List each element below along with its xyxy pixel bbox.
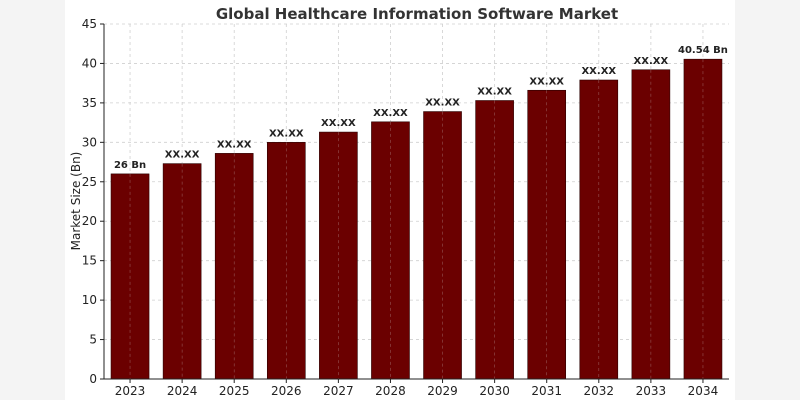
x-ticks: 2023 2024 2025 2026 2027 2028 2029 2030 2031 2032… — [115, 379, 718, 398]
data-label: XX.XX — [165, 150, 200, 161]
y-tick-label: 35 — [82, 96, 97, 110]
x-tick-label: 2028 — [375, 384, 406, 398]
y-tick-label: 40 — [82, 56, 97, 70]
x-tick-label: 2033 — [636, 384, 667, 398]
y-tick-label: 0 — [89, 372, 97, 386]
y-tick-label: 30 — [82, 135, 97, 149]
chart-title: Global Healthcare Information Software M… — [216, 5, 618, 23]
y-tick-label: 45 — [82, 17, 97, 31]
data-label: XX.XX — [477, 87, 512, 98]
y-ticks: 0 5 10 15 20 25 30 35 40 45 — [82, 17, 104, 386]
data-label: XX.XX — [269, 128, 304, 139]
y-axis-label: Market Size (Bn) — [69, 152, 83, 251]
data-label: 40.54 Bn — [678, 45, 728, 56]
bar — [214, 153, 254, 380]
y-tick-label: 15 — [82, 254, 97, 268]
y-tick-label: 20 — [82, 214, 97, 228]
x-tick-label: 2024 — [167, 384, 198, 398]
data-labels: 26 Bn XX.XX XX.XX XX.XX XX.XX XX.XX XX.XX XX.XX… — [114, 45, 728, 171]
x-tick-label: 2032 — [584, 384, 615, 398]
data-label: XX.XX — [529, 76, 564, 87]
y-tick-label: 5 — [89, 333, 97, 347]
bar — [266, 142, 306, 380]
y-tick-label: 10 — [82, 293, 97, 307]
x-tick-label: 2030 — [479, 384, 510, 398]
x-tick-label: 2025 — [219, 384, 250, 398]
x-tick-label: 2034 — [688, 384, 719, 398]
data-label: XX.XX — [581, 66, 616, 77]
x-tick-label: 2031 — [531, 384, 562, 398]
axes-group — [103, 24, 729, 380]
bar — [631, 69, 671, 380]
y-tick-label: 25 — [82, 175, 97, 189]
x-tick-label: 2027 — [323, 384, 354, 398]
data-label: 26 Bn — [114, 160, 146, 171]
x-tick-label: 2023 — [115, 384, 146, 398]
data-label: XX.XX — [217, 139, 252, 150]
data-label: XX.XX — [425, 98, 460, 109]
data-label: XX.XX — [634, 56, 669, 67]
bars-group — [110, 58, 723, 380]
x-tick-label: 2026 — [271, 384, 302, 398]
x-tick-label: 2029 — [427, 384, 458, 398]
data-label: XX.XX — [321, 118, 356, 129]
data-label: XX.XX — [373, 108, 408, 119]
